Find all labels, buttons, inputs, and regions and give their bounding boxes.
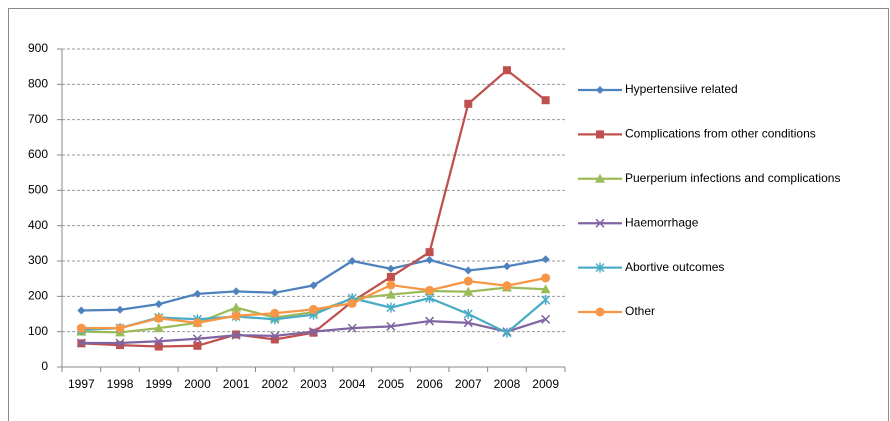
marker	[464, 99, 473, 108]
marker	[502, 262, 511, 271]
x-tick-label: 2006	[416, 377, 443, 391]
marker	[270, 335, 279, 344]
y-tick-label: 700	[28, 112, 48, 126]
marker	[386, 321, 396, 331]
marker	[386, 280, 396, 290]
marker	[231, 311, 241, 321]
marker	[309, 304, 318, 314]
marker	[193, 289, 202, 298]
marker	[154, 300, 163, 309]
y-tick-label: 900	[28, 41, 48, 55]
x-tick-label: 2004	[339, 377, 366, 391]
marker	[115, 338, 125, 348]
marker	[502, 281, 512, 291]
legend-label: Haemorrhage	[625, 215, 699, 229]
marker	[425, 248, 434, 257]
marker	[463, 286, 474, 296]
legend-label: Complications from other conditions	[625, 127, 816, 141]
y-tick-label: 300	[28, 253, 48, 267]
marker	[464, 266, 473, 275]
marker	[153, 323, 164, 333]
x-tick-label: 1997	[68, 377, 95, 391]
marker	[463, 318, 473, 328]
marker	[116, 341, 125, 350]
marker	[596, 86, 604, 94]
marker	[541, 255, 550, 264]
marker	[425, 285, 435, 295]
x-tick-label: 2009	[532, 377, 559, 391]
x-tick-label: 2000	[184, 377, 211, 391]
x-tick-label: 2007	[455, 377, 482, 391]
y-tick-label: 200	[28, 289, 48, 303]
marker	[595, 173, 605, 183]
y-tick-label: 400	[28, 218, 48, 232]
marker	[425, 255, 434, 264]
marker	[595, 218, 605, 228]
marker	[309, 281, 318, 290]
marker	[347, 298, 357, 308]
marker	[347, 323, 357, 333]
marker	[541, 96, 550, 105]
marker	[193, 341, 202, 350]
marker	[541, 273, 551, 283]
legend-label: Puerperium infections and complications	[625, 171, 840, 185]
marker	[463, 276, 473, 286]
x-tick-label: 1998	[107, 377, 134, 391]
y-tick-label: 600	[28, 147, 48, 161]
y-tick-label: 100	[28, 324, 48, 338]
x-tick-label: 2001	[223, 377, 250, 391]
x-tick-label: 2003	[300, 377, 327, 391]
marker	[76, 323, 86, 333]
marker	[231, 302, 242, 312]
marker	[386, 264, 395, 273]
marker	[463, 309, 473, 319]
marker	[386, 302, 396, 313]
marker	[231, 330, 241, 340]
chart-frame	[8, 8, 889, 421]
marker	[385, 289, 396, 299]
y-tick-label: 800	[28, 77, 48, 91]
y-tick-label: 0	[41, 359, 48, 373]
marker	[386, 272, 395, 281]
x-tick-label: 1999	[145, 377, 172, 391]
marker	[541, 314, 551, 324]
marker	[192, 318, 202, 328]
marker	[502, 66, 511, 75]
marker	[595, 262, 605, 273]
marker	[77, 306, 86, 315]
marker	[232, 287, 241, 296]
x-tick-label: 2002	[261, 377, 288, 391]
legend-label: Hypertensiive related	[625, 82, 738, 96]
x-tick-label: 2005	[378, 377, 405, 391]
marker	[270, 331, 280, 341]
legend-label: Abortive outcomes	[625, 260, 724, 274]
marker	[502, 327, 512, 338]
marker	[76, 338, 86, 348]
marker	[270, 288, 279, 297]
marker	[192, 334, 202, 344]
marker	[116, 305, 125, 314]
marker	[308, 327, 319, 337]
marker	[348, 257, 357, 265]
marker	[115, 323, 125, 333]
marker	[540, 284, 551, 294]
marker	[595, 307, 605, 317]
marker	[154, 342, 163, 351]
marker	[425, 316, 435, 326]
x-tick-label: 2008	[494, 377, 521, 391]
marker	[541, 294, 551, 305]
marker	[596, 130, 604, 139]
marker	[154, 313, 164, 323]
y-tick-label: 500	[28, 183, 48, 197]
legend-label: Other	[625, 304, 655, 318]
marker	[270, 308, 280, 318]
marker	[154, 336, 164, 346]
